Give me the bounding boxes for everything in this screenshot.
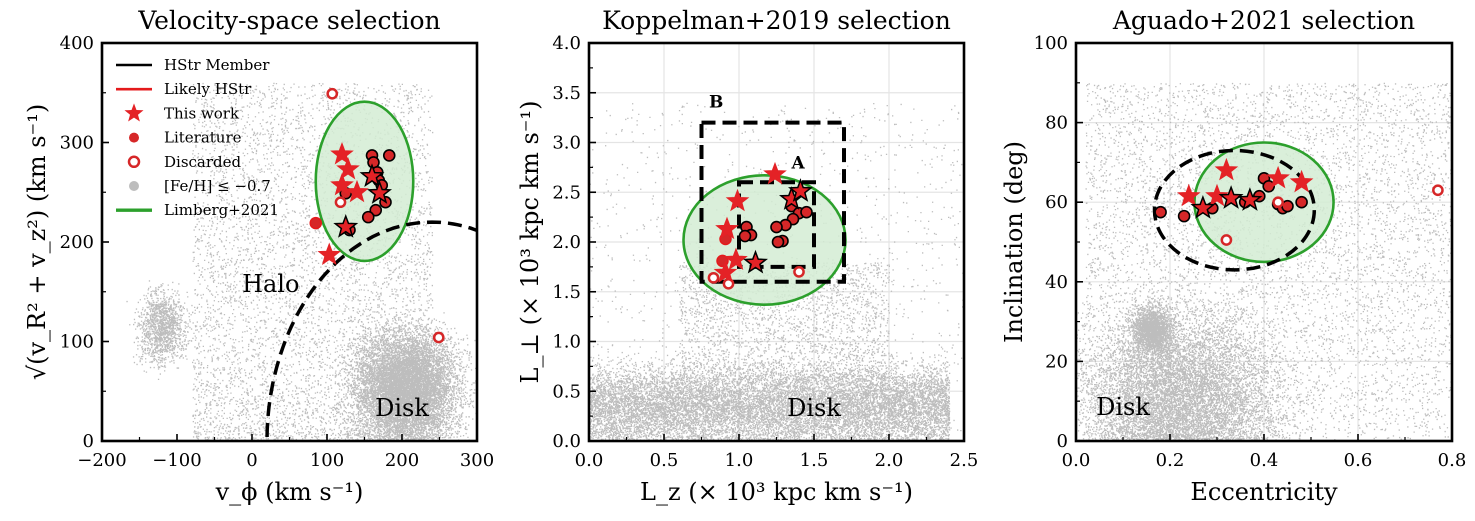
y-tick-label: 0.0 xyxy=(552,431,581,452)
literature-point xyxy=(1179,211,1190,222)
literature-point xyxy=(740,231,751,242)
discarded-point xyxy=(336,198,345,207)
chart-title: Velocity-space selection xyxy=(137,6,440,35)
x-tick-label: −100 xyxy=(152,450,201,471)
y-tick-label: 400 xyxy=(60,33,94,54)
legend-swatch-this-work xyxy=(124,103,143,121)
y-tick-label: 3.0 xyxy=(552,133,581,154)
legend-entry: Discarded xyxy=(164,153,242,171)
literature-point xyxy=(801,207,812,218)
y-tick-label: 3.5 xyxy=(552,83,581,104)
legend-entry: HStr Member xyxy=(164,56,270,74)
discarded-point xyxy=(794,267,803,276)
legend-entry: [Fe/H] ≤ −0.7 xyxy=(164,177,271,195)
y-tick-label: 2.5 xyxy=(552,182,581,203)
legend-entry: Literature xyxy=(164,129,242,147)
discarded-point xyxy=(1222,235,1231,244)
legend-swatch-discarded xyxy=(129,157,139,167)
literature-point xyxy=(384,150,395,161)
y-tick-label: 300 xyxy=(60,133,94,154)
discarded-point xyxy=(328,89,337,98)
x-tick-label: 1.5 xyxy=(800,450,829,471)
chart-title: Koppelman+2019 selection xyxy=(602,6,951,35)
y-tick-label: 60 xyxy=(1045,192,1068,213)
discarded-point xyxy=(434,333,443,342)
discarded-point xyxy=(709,273,718,282)
discarded-point xyxy=(1433,186,1442,195)
y-axis-label: √(v_R² + v_z²) (km s⁻¹) xyxy=(23,104,51,380)
box-label: B xyxy=(709,93,723,113)
x-tick-label: 0 xyxy=(246,450,257,471)
legend-entry: Limberg+2021 xyxy=(164,201,279,219)
y-tick-label: 200 xyxy=(60,232,94,253)
y-tick-label: 100 xyxy=(1034,33,1068,54)
region-label: Halo xyxy=(242,270,299,298)
literature-point xyxy=(1155,207,1166,218)
literature-likely-point xyxy=(310,218,321,229)
plot-area xyxy=(589,43,965,442)
x-axis-label: Eccentricity xyxy=(1190,478,1338,506)
y-tick-label: 40 xyxy=(1045,272,1068,293)
legend-swatch-field xyxy=(129,181,139,191)
region-label: Disk xyxy=(787,394,841,422)
x-tick-label: 300 xyxy=(460,450,494,471)
y-tick-label: 4.0 xyxy=(552,33,581,54)
x-tick-label: −200 xyxy=(77,450,126,471)
legend-entry: Likely HStr xyxy=(164,80,252,98)
chart-title: Aguado+2021 selection xyxy=(1112,6,1415,35)
x-tick-label: 0.4 xyxy=(1250,450,1279,471)
x-tick-label: 0.0 xyxy=(575,450,604,471)
y-tick-label: 1.5 xyxy=(552,282,581,303)
y-tick-label: 0 xyxy=(1057,431,1068,452)
y-axis-label: Inclination (deg) xyxy=(1000,141,1028,343)
x-tick-label: 1.0 xyxy=(725,450,754,471)
discarded-point xyxy=(1274,198,1283,207)
y-tick-label: 100 xyxy=(60,332,94,353)
y-tick-label: 0 xyxy=(83,431,94,452)
legend-entry: This work xyxy=(164,104,240,122)
x-tick-label: 2.0 xyxy=(875,450,904,471)
panel-koppelman: Disk B A 0.0 0.5 1.0 1.5 2.0 2.5 0.0 0.5 1.0 1.5 2.0 2… xyxy=(516,6,978,506)
region-label: Disk xyxy=(1096,393,1150,421)
legend: HStr Member Likely HStr This work Literatur… xyxy=(116,56,279,219)
x-axis-label: L_z (× 10³ kpc km s⁻¹) xyxy=(640,478,913,506)
x-tick-label: 0.5 xyxy=(650,450,679,471)
x-tick-label: 200 xyxy=(385,450,419,471)
literature-point xyxy=(771,222,782,233)
panel-aguado: Disk 0.0 0.2 0.4 0.6 0.8 0 20 40 60 80 100 Aguado+20… xyxy=(1000,6,1466,506)
plot-area xyxy=(1076,43,1453,442)
y-tick-label: 80 xyxy=(1045,113,1068,134)
x-tick-label: 0.8 xyxy=(1438,450,1467,471)
y-axis-label: L_⊥ (× 10³ kpc km s⁻¹) xyxy=(516,101,544,384)
region-label: Disk xyxy=(375,394,429,422)
literature-point xyxy=(363,212,374,223)
y-tick-label: 2.0 xyxy=(552,232,581,253)
y-tick-label: 0.5 xyxy=(552,381,581,402)
panel-velocity-space: Halo Disk −200 −100 0 100 200 300 0 100 200 300 400 V… xyxy=(23,6,597,506)
x-tick-label: 100 xyxy=(310,450,344,471)
literature-point xyxy=(773,237,784,248)
legend-swatch-literature xyxy=(129,133,139,143)
x-tick-label: 0.6 xyxy=(1344,450,1373,471)
x-axis-label: v_ϕ (km s⁻¹) xyxy=(215,478,364,506)
x-tick-label: 2.5 xyxy=(950,450,979,471)
box-label: A xyxy=(791,153,806,173)
x-tick-label: 0.2 xyxy=(1156,450,1185,471)
y-tick-label: 20 xyxy=(1045,351,1068,372)
literature-point xyxy=(1296,197,1307,208)
y-tick-label: 1.0 xyxy=(552,332,581,353)
x-tick-label: 0.0 xyxy=(1062,450,1091,471)
